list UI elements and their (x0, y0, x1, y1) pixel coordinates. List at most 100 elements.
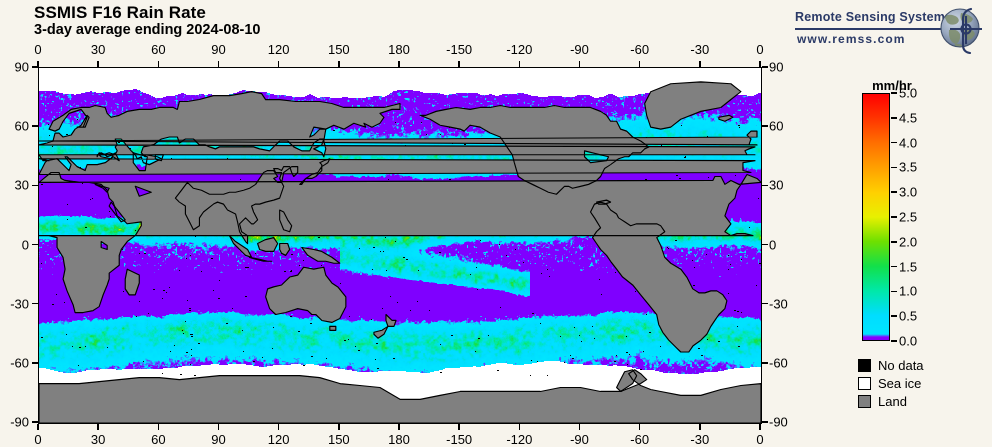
colorbar-tick (891, 216, 897, 218)
map-plot-area[interactable] (38, 67, 762, 424)
lon-label-top: -120 (506, 42, 533, 57)
legend-row-no-data: No data (858, 356, 924, 374)
lon-tick-bottom (97, 424, 99, 430)
lon-label-top: 150 (327, 42, 350, 57)
lon-label-bottom: 30 (90, 432, 106, 447)
lon-tick-bottom (518, 424, 521, 430)
lat-label-right: 60 (769, 118, 784, 134)
lon-tick-top (97, 61, 99, 67)
colorbar-tick (891, 117, 897, 119)
brand-url[interactable]: www.remss.com (797, 32, 906, 46)
lon-label-bottom: 150 (327, 432, 350, 447)
lon-tick-bottom (277, 424, 280, 430)
lon-tick-top (458, 61, 460, 67)
lon-tick-bottom (699, 424, 701, 430)
colorbar-tick (891, 265, 897, 268)
lat-tick-right (762, 243, 768, 246)
colorbar-tick-label: 1.0 (899, 283, 918, 299)
lon-label-bottom: 90 (211, 432, 226, 447)
lat-tick-right (762, 362, 768, 364)
lon-label-bottom: 0 (756, 432, 764, 447)
lat-tick-right (762, 302, 768, 305)
colorbar-tick-label: 1.5 (899, 259, 918, 275)
lon-label-top: 0 (756, 42, 764, 57)
lon-label-top: 30 (90, 42, 106, 57)
colorbar-tick-label: 2.0 (899, 234, 918, 250)
legend-label-no-data: No data (878, 357, 924, 373)
colorbar-tick-label: 5.0 (899, 85, 918, 101)
lat-tick-right (762, 184, 768, 187)
legend-label-land: Land (878, 393, 907, 409)
legend-swatch-land (858, 394, 871, 408)
lon-label-top: 180 (388, 42, 410, 57)
lat-label-left: -90 (10, 414, 29, 430)
lon-label-top: 60 (151, 42, 166, 57)
lat-tick-right (762, 66, 768, 68)
colorbar-tick-label: 3.5 (899, 159, 918, 175)
lon-tick-top (759, 61, 761, 67)
rain-rate-heatmap (39, 68, 761, 423)
page-title: SSMIS F16 Rain Rate (34, 3, 206, 22)
lon-tick-top (578, 61, 581, 67)
colorbar-tick-label: 3.0 (899, 184, 918, 200)
lon-label-bottom: 120 (267, 432, 290, 447)
brand-name: Remote Sensing Systems (795, 10, 953, 24)
colorbar-tick (891, 315, 897, 317)
legend-label-sea-ice: Sea ice (878, 375, 922, 391)
lon-tick-top (638, 61, 641, 67)
lon-label-top: -90 (570, 42, 589, 57)
colorbar (862, 93, 890, 341)
legend-row-sea-ice: Sea ice (858, 374, 924, 392)
colorbar-tick (891, 290, 897, 293)
lat-label-left: 60 (14, 118, 29, 134)
lon-tick-top (518, 61, 521, 67)
lat-label-left: 0 (21, 237, 29, 252)
lat-label-right: 0 (769, 237, 777, 252)
lat-tick-left (32, 184, 38, 187)
colorbar-tick-label: 4.5 (899, 110, 918, 126)
brand-block: Remote Sensing Systems www.remss.com (795, 7, 985, 54)
colorbar-unit-label: mm/hr (872, 78, 912, 93)
legend-row-land: Land (858, 392, 924, 410)
colorbar-tick (891, 92, 897, 94)
legend-swatch-sea-ice (858, 376, 871, 390)
lon-label-top: 90 (211, 42, 226, 57)
lon-tick-top (398, 61, 400, 67)
lat-label-right: 90 (769, 59, 784, 75)
lat-tick-left (32, 243, 38, 246)
map-legend: No data Sea ice Land (858, 356, 924, 410)
lat-label-left: 30 (14, 177, 29, 193)
lon-tick-top (157, 61, 160, 67)
lat-label-left: -60 (10, 355, 29, 371)
lat-label-left: 90 (14, 59, 29, 75)
lon-label-bottom: 0 (34, 432, 42, 447)
lat-label-right: -30 (769, 296, 788, 312)
colorbar-tick-label: 0.0 (899, 333, 918, 349)
lon-tick-bottom (458, 424, 460, 430)
lon-label-top: -60 (630, 42, 650, 57)
lat-label-right: -90 (769, 414, 788, 430)
lon-tick-bottom (217, 424, 220, 430)
lon-label-top: 0 (34, 42, 42, 57)
lon-tick-bottom (37, 424, 39, 430)
lon-label-bottom: -120 (506, 432, 533, 447)
lat-tick-right (762, 125, 768, 127)
lon-tick-bottom (157, 424, 160, 430)
colorbar-tick (891, 141, 897, 144)
lat-tick-left (32, 421, 38, 423)
lon-tick-top (338, 61, 340, 67)
lon-label-bottom: 60 (151, 432, 166, 447)
page-subtitle: 3-day average ending 2024-08-10 (34, 22, 261, 38)
lon-tick-top (699, 61, 701, 67)
globe-crosshair-icon (940, 7, 982, 54)
colorbar-tick (891, 340, 897, 342)
colorbar-tick-label: 2.5 (899, 209, 918, 225)
lon-tick-top (217, 61, 220, 67)
legend-swatch-no-data (858, 358, 871, 372)
brand-divider (795, 28, 943, 30)
lon-label-top: 120 (267, 42, 290, 57)
lon-tick-bottom (398, 424, 400, 430)
lat-label-right: 30 (769, 177, 784, 193)
lon-tick-top (37, 61, 39, 67)
lat-tick-left (32, 66, 38, 68)
